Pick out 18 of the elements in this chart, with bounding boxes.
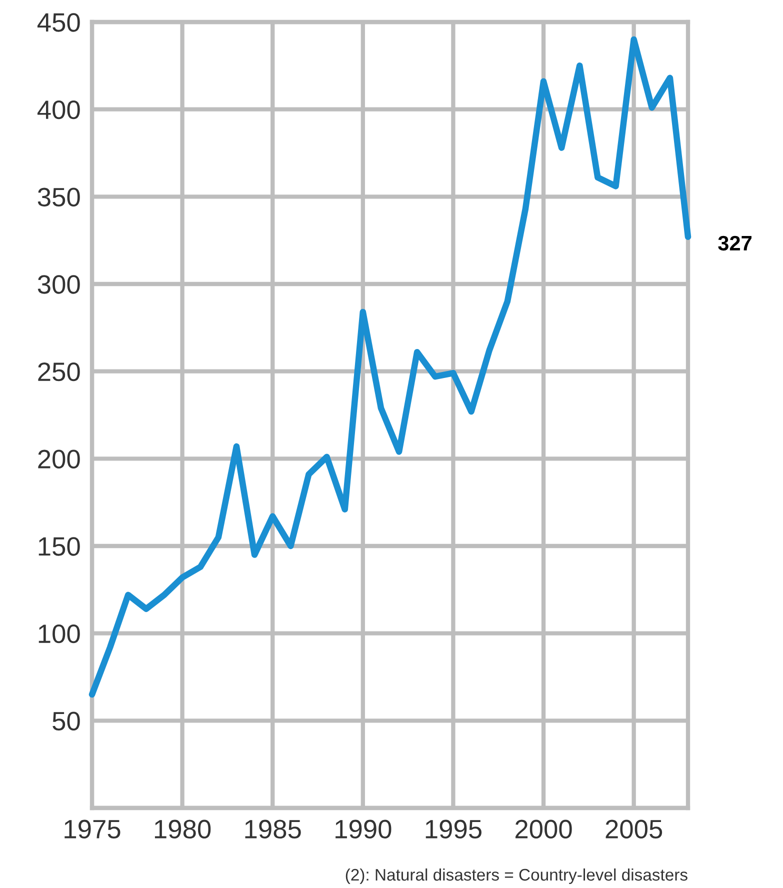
y-tick-label: 350: [38, 188, 80, 206]
text: (2): Natural disasters = Country-level disasters: [346, 868, 688, 884]
y-tick-label: 200: [38, 450, 80, 468]
x-tick-label: 2000: [515, 820, 572, 838]
x-tick-label: 1995: [426, 820, 482, 838]
y-tick-label: 150: [38, 537, 80, 556]
x-tick-label: 1990: [336, 820, 392, 838]
text: 327: [718, 236, 752, 251]
y-tick-label: 450: [37, 13, 80, 32]
x-tick-label: 1985: [245, 820, 301, 838]
y-tick-label: 400: [37, 100, 80, 120]
y-tick-label: 300: [38, 275, 80, 294]
x-tick-label: 1980: [154, 820, 211, 838]
x-tick-label: 2005: [606, 820, 662, 838]
y-tick-label: 50: [52, 712, 80, 730]
y-tick-label: 100: [38, 624, 80, 644]
y-tick-label: 250: [38, 362, 80, 382]
x-tick-label: 1975: [64, 820, 120, 838]
